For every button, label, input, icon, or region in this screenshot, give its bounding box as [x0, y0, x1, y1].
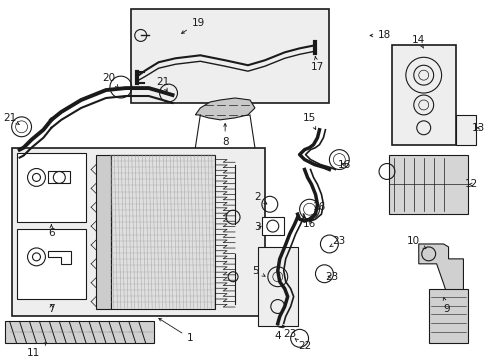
Polygon shape: [48, 251, 71, 264]
Text: 9: 9: [442, 297, 449, 314]
Text: 17: 17: [310, 57, 324, 72]
Text: 16: 16: [302, 219, 316, 229]
Text: 14: 14: [411, 35, 425, 48]
Text: 3: 3: [254, 222, 261, 232]
Bar: [131, 9, 329, 103]
Polygon shape: [96, 154, 111, 309]
Text: 7: 7: [48, 303, 55, 314]
Bar: [391, 45, 456, 145]
Bar: [262, 217, 283, 235]
Text: 5: 5: [252, 266, 264, 276]
Text: 10: 10: [407, 236, 425, 248]
Bar: [12, 148, 264, 316]
Text: 19: 19: [181, 18, 204, 33]
Text: 6: 6: [48, 225, 55, 238]
Text: 22: 22: [294, 339, 310, 351]
Text: 2: 2: [254, 192, 266, 204]
Text: 21: 21: [3, 113, 19, 125]
Text: 16: 16: [337, 159, 350, 170]
Text: 20: 20: [102, 73, 119, 88]
Polygon shape: [418, 244, 463, 298]
Bar: [456, 115, 475, 145]
Bar: [428, 289, 468, 343]
Text: 12: 12: [464, 179, 477, 189]
Text: 16: 16: [312, 202, 325, 212]
Bar: [17, 229, 86, 298]
Bar: [48, 171, 70, 183]
Text: 23: 23: [329, 236, 345, 247]
Text: 21: 21: [156, 77, 169, 91]
Bar: [17, 153, 86, 222]
Text: 11: 11: [27, 343, 46, 358]
Bar: [111, 154, 215, 309]
Text: 13: 13: [471, 123, 484, 133]
Bar: [388, 154, 468, 214]
Text: 18: 18: [369, 31, 390, 40]
Bar: [257, 247, 297, 327]
Text: 23: 23: [282, 325, 296, 339]
Text: 23: 23: [324, 272, 337, 282]
Polygon shape: [195, 98, 254, 120]
Text: 8: 8: [222, 123, 228, 147]
Text: 1: 1: [159, 319, 193, 343]
Text: 15: 15: [302, 113, 316, 130]
Text: 4: 4: [274, 322, 281, 341]
Bar: [5, 321, 153, 343]
